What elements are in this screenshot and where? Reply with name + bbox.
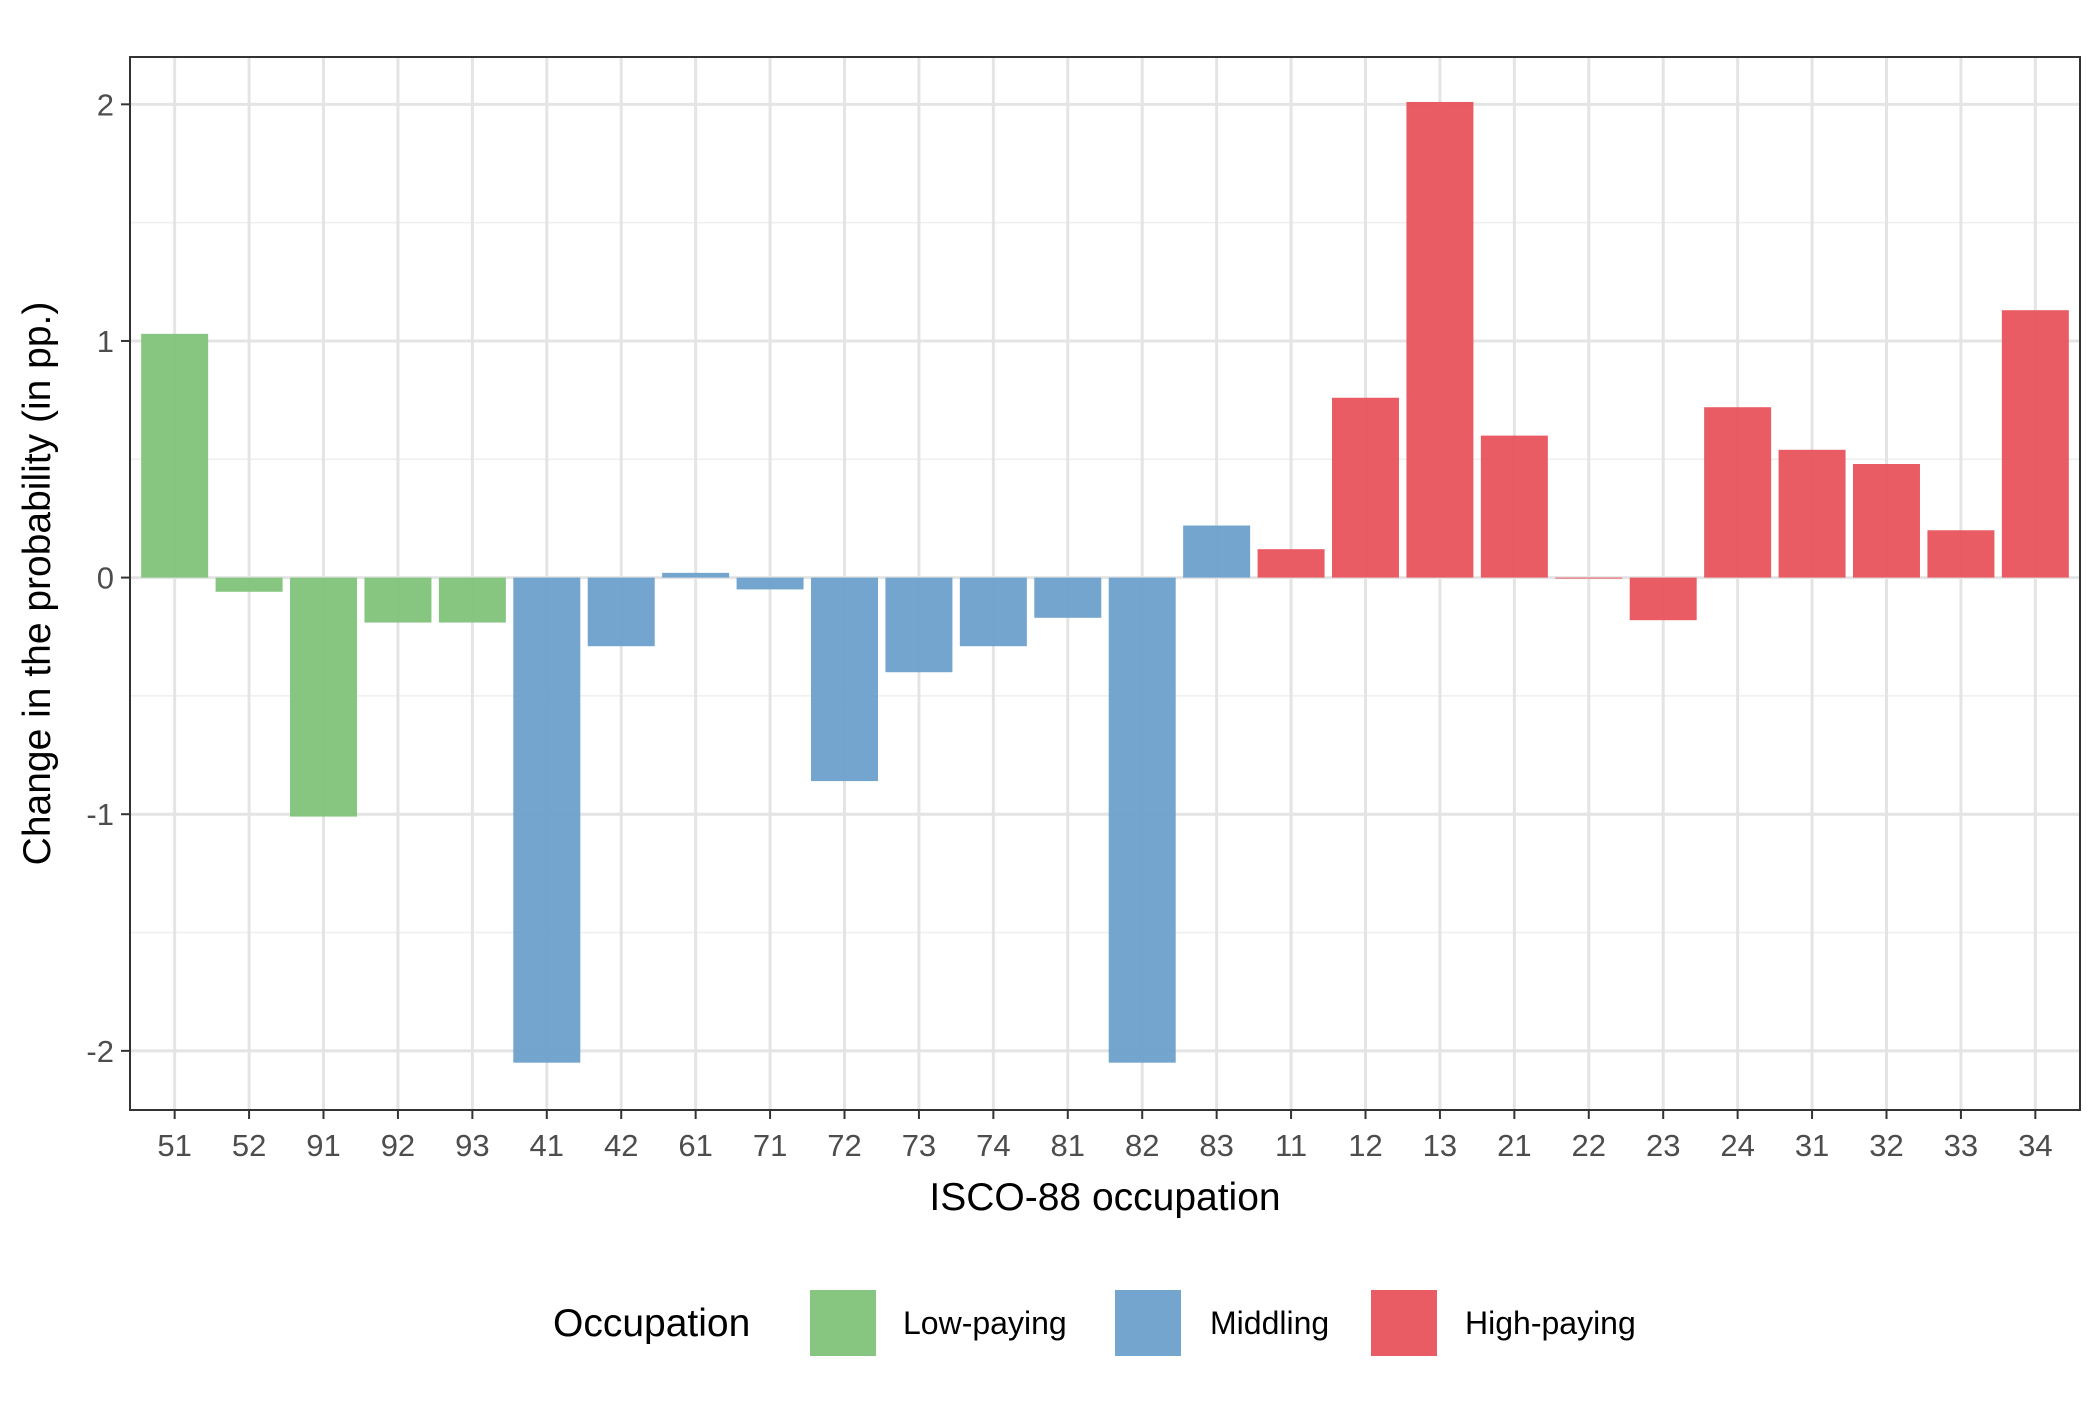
bar-11 [1257, 549, 1325, 578]
x-tick-label: 33 [1944, 1128, 1978, 1163]
x-axis-title: ISCO-88 occupation [929, 1176, 1280, 1219]
bar-81 [1034, 577, 1102, 618]
bar-92 [364, 577, 432, 623]
plot-panel-border [129, 56, 2081, 1111]
x-tick-label: 61 [678, 1128, 712, 1163]
x-tick-label: 13 [1423, 1128, 1457, 1163]
x-tick-label: 34 [2018, 1128, 2052, 1163]
x-tick-label: 12 [1348, 1128, 1382, 1163]
bar-52 [215, 577, 283, 592]
bar-72 [811, 577, 878, 782]
bar-83 [1183, 525, 1251, 578]
x-tick-label: 81 [1051, 1128, 1085, 1163]
bar-23 [1629, 577, 1697, 621]
bar-61 [662, 572, 730, 578]
bar-21 [1480, 435, 1548, 578]
x-tick-label: 42 [604, 1128, 638, 1163]
bar-42 [587, 577, 655, 647]
x-tick-label: 74 [976, 1128, 1010, 1163]
bar-24 [1704, 407, 1772, 578]
x-tick-label: 22 [1572, 1128, 1606, 1163]
bar-34 [2001, 310, 2069, 578]
x-tick-label: 31 [1795, 1128, 1829, 1163]
y-axis-title: Change in the probability (in pp.) [16, 302, 59, 866]
y-tick-label: -2 [86, 1034, 114, 1069]
x-tick-label: 71 [753, 1128, 787, 1163]
legend-title: Occupation [553, 1302, 750, 1345]
y-tick-label: -1 [86, 797, 114, 832]
legend-label-low: Low-paying [903, 1305, 1067, 1341]
bar-32 [1852, 464, 1920, 578]
bar-51 [141, 333, 209, 578]
x-tick-label: 92 [381, 1128, 415, 1163]
legend-label-high: High-paying [1465, 1305, 1636, 1341]
bar-22 [1555, 577, 1623, 579]
y-tick-label: 0 [97, 561, 114, 596]
bar-33 [1927, 530, 1995, 578]
bar-71 [736, 577, 804, 590]
x-tick-label: 21 [1497, 1128, 1531, 1163]
bar-13 [1406, 101, 1474, 578]
bar-93 [438, 577, 506, 623]
x-tick-label: 83 [1199, 1128, 1233, 1163]
x-tick-label: 73 [902, 1128, 936, 1163]
legend-key-low [810, 1290, 876, 1356]
x-tick-label: 91 [306, 1128, 340, 1163]
legend-key-high [1371, 1290, 1437, 1356]
x-tick-label: 11 [1275, 1128, 1307, 1163]
bars [141, 101, 2069, 1063]
x-tick-label: 52 [232, 1128, 266, 1163]
x-tick-label: 93 [455, 1128, 489, 1163]
y-tick-label: 2 [97, 87, 114, 122]
legend: Occupation Low-paying Middling High-paying [553, 1290, 1636, 1356]
x-tick-label: 72 [827, 1128, 861, 1163]
y-tick-label: 1 [97, 324, 114, 359]
legend-key-middling [1115, 1290, 1181, 1356]
bar-12 [1332, 397, 1399, 578]
bar-82 [1108, 577, 1176, 1063]
x-tick-label: 23 [1646, 1128, 1680, 1163]
x-tick-label: 51 [157, 1128, 191, 1163]
x-tick-label: 32 [1869, 1128, 1903, 1163]
bar-73 [885, 577, 953, 673]
bar-31 [1778, 449, 1846, 578]
bar-91 [290, 577, 358, 817]
x-tick-label: 41 [530, 1128, 564, 1163]
bar-41 [513, 577, 581, 1063]
bar-74 [959, 577, 1027, 647]
legend-label-middling: Middling [1210, 1305, 1329, 1341]
x-tick-label: 82 [1125, 1128, 1159, 1163]
x-tick-label: 24 [1720, 1128, 1754, 1163]
